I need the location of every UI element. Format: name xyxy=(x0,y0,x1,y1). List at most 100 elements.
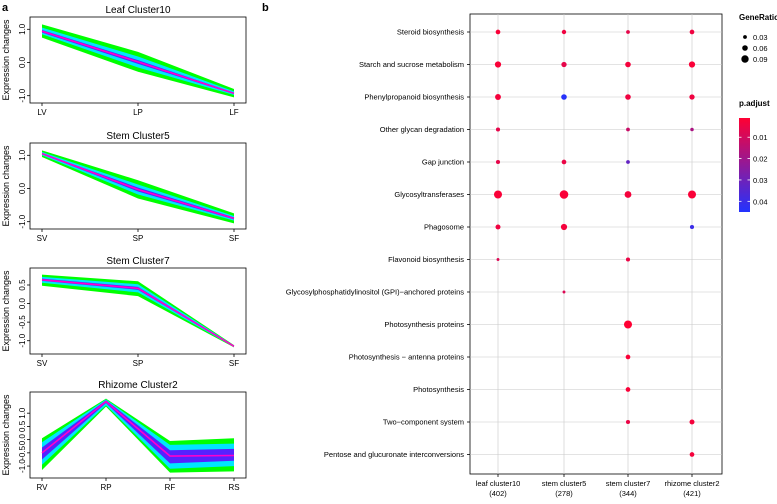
x-tick-label: SF xyxy=(229,359,239,368)
enrichment-dot xyxy=(625,354,631,360)
cluster-label-line: stem cluster5 xyxy=(542,479,587,488)
pathway-label: Photosynthesis − antenna proteins xyxy=(349,353,465,362)
x-tick-label: SP xyxy=(133,359,144,368)
enrichment-dot xyxy=(625,257,631,262)
cluster-label-line: rhizome cluster2 xyxy=(664,479,719,488)
profile-plot-4: Rhizome Cluster2 RV RP RF RS 1.00.5 0.0-0.5-1.… xyxy=(1,380,247,492)
profile-frame xyxy=(29,391,247,479)
y-axis-label: Expression changes xyxy=(1,270,11,352)
enrichment-dot xyxy=(689,452,695,457)
profile-band-core xyxy=(42,400,234,464)
profile-plot-3: Stem Cluster7 SV SP SF 0.5 0.0 -0.5 -1.0 Express… xyxy=(1,256,247,368)
x-tick-label: RS xyxy=(228,483,239,492)
x-tick-label: LP xyxy=(133,108,143,117)
cluster-label: rhizome cluster2 (421) xyxy=(664,479,719,498)
profile-mean-line xyxy=(41,400,235,457)
cluster-label: stem cluster5 (278) xyxy=(542,479,587,498)
cluster-label-line: (402) xyxy=(489,489,507,498)
enrichment-dot xyxy=(690,127,694,132)
enrichment-dot xyxy=(496,258,500,261)
enrichment-dot xyxy=(625,94,631,100)
y-tick-label: -0.5 xyxy=(18,445,27,459)
profile-plot-1: Leaf Cluster10 LV LP LF 1.0 0.0 -1.0 Expression… xyxy=(1,5,247,117)
pathway-label: Gap junction xyxy=(422,158,464,167)
enrichment-dot xyxy=(625,61,631,68)
y-axis-label: Expression changes xyxy=(1,19,11,101)
pathway-label: Phagosome xyxy=(424,223,464,232)
pathway-label: Phenylpropanoid biosynthesis xyxy=(364,93,464,102)
legend-size-label: 0.06 xyxy=(753,44,768,53)
legend-size-label: 0.09 xyxy=(753,55,768,64)
enrichment-dot xyxy=(559,190,569,199)
legend-color-bar xyxy=(739,118,750,212)
panel-a-cluster-profiles: Leaf Cluster10 LV LP LF 1.0 0.0 -1.0 Expression… xyxy=(1,5,247,492)
profile-plot-2: Stem Cluster5 SV SP SF 1.0 0.0 -1.0 Expression … xyxy=(1,131,247,243)
profile-band-core xyxy=(42,153,234,220)
enrichment-dot xyxy=(626,127,630,132)
pathway-label: Glycosylphosphatidylinositol (GPI)−ancho… xyxy=(286,288,464,297)
enrichment-dot xyxy=(626,160,630,164)
enrichment-dot xyxy=(625,387,631,392)
enrichment-dot xyxy=(689,419,695,425)
x-tick-label: RP xyxy=(100,483,111,492)
y-tick-label: -1.0 xyxy=(18,459,27,473)
cluster-label-line: (344) xyxy=(619,489,637,498)
profile-title: Leaf Cluster10 xyxy=(105,5,170,16)
enrichment-dot xyxy=(561,94,567,100)
enrichment-dot xyxy=(495,159,501,165)
profile-title: Stem Cluster7 xyxy=(106,256,170,267)
legend-size-dot xyxy=(741,55,749,63)
enrichment-dot xyxy=(561,159,567,165)
dotplot-legend: GeneRatio 0.03 0.06 0.09 p.adjust 0.01 0.02 0.0… xyxy=(739,13,777,212)
enrichment-dot xyxy=(561,61,567,68)
x-tick-label: RV xyxy=(37,483,49,492)
profile-title: Rhizome Cluster2 xyxy=(98,380,178,391)
enrichment-dot xyxy=(624,191,632,198)
enrichment-dot xyxy=(688,61,696,68)
y-tick-label: 0.0 xyxy=(18,297,27,309)
pathway-label: Other glycan degradation xyxy=(380,125,464,134)
y-tick-label: -1.0 xyxy=(18,333,27,347)
pathway-label: Glycosyltransferases xyxy=(394,190,464,199)
enrichment-dot xyxy=(494,190,502,199)
enrichment-dot xyxy=(689,29,695,35)
y-tick-label: 1.0 xyxy=(18,23,27,35)
legend-color-label: 0.03 xyxy=(753,176,768,185)
pathway-label: Two−component system xyxy=(383,418,464,427)
cluster-label-line: (278) xyxy=(555,489,573,498)
panel-label-a: a xyxy=(2,2,9,14)
enrichment-dot xyxy=(494,61,502,68)
panel-b-enrichment-dotplot: Steroid biosynthesis Starch and sucrose m… xyxy=(286,13,777,498)
legend-size-label: 0.03 xyxy=(753,33,768,42)
dotplot-frame xyxy=(469,13,723,475)
y-tick-label: 0.0 xyxy=(18,182,27,194)
legend-color-title: p.adjust xyxy=(739,99,770,108)
legend-size-dot xyxy=(742,45,748,51)
pathway-label: Pentose and glucuronate interconversions xyxy=(324,450,464,459)
enrichment-dot xyxy=(561,29,567,35)
legend-size-title: GeneRatio xyxy=(739,13,777,22)
cluster-label-line: leaf cluster10 xyxy=(476,479,521,488)
enrichment-dot xyxy=(689,224,695,230)
enrichment-dot xyxy=(625,419,631,425)
panel-label-b: b xyxy=(262,2,269,14)
pathway-label: Starch and sucrose metabolism xyxy=(359,60,464,69)
pathway-label: Photosynthesis proteins xyxy=(384,320,464,329)
y-axis-label: Expression changes xyxy=(1,394,11,476)
x-tick-label: LF xyxy=(229,108,238,117)
enrichment-dot xyxy=(560,223,568,231)
enrichment-dot xyxy=(626,30,630,34)
enrichment-dot xyxy=(495,94,501,100)
profile-title: Stem Cluster5 xyxy=(106,131,170,142)
x-tick-label: SV xyxy=(37,359,48,368)
x-tick-label: LV xyxy=(37,108,47,117)
y-tick-label: 1.0 xyxy=(18,149,27,161)
y-axis-label: Expression changes xyxy=(1,145,11,227)
enrichment-dot xyxy=(688,190,696,199)
enrichment-dot xyxy=(624,320,632,329)
legend-color-label: 0.02 xyxy=(753,155,768,164)
profile-mean-line xyxy=(41,152,235,220)
pathway-label: Flavonoid biosynthesis xyxy=(388,255,464,264)
x-tick-label: SF xyxy=(229,234,239,243)
